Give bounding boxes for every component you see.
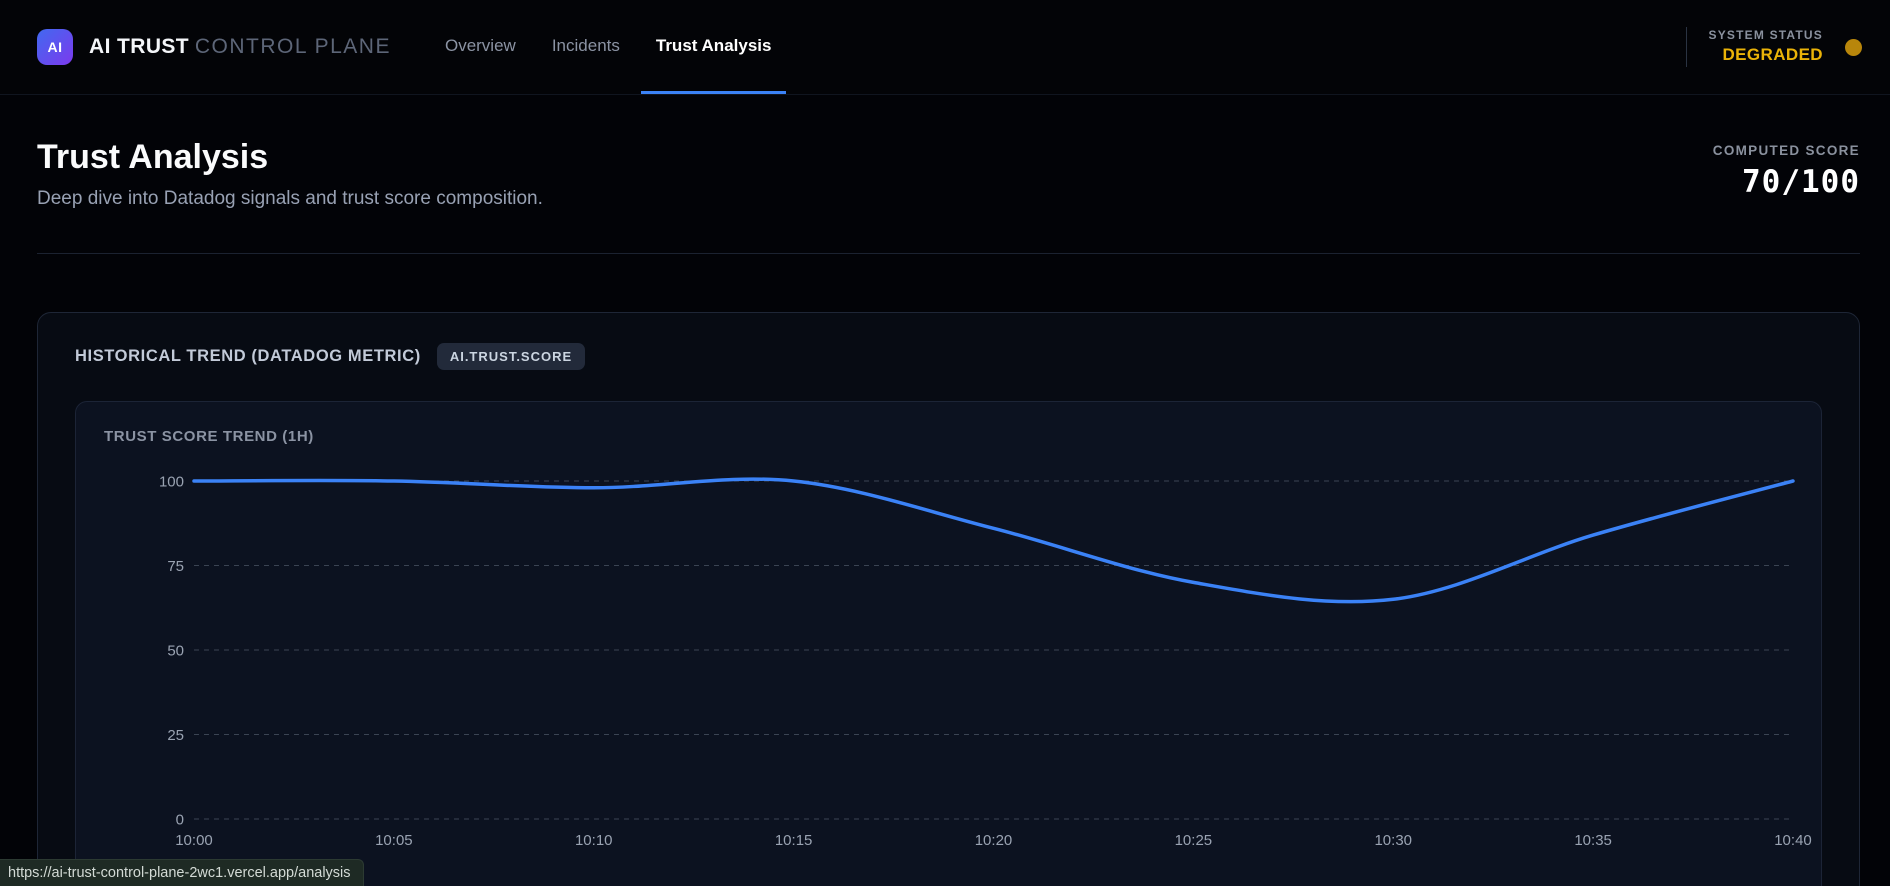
x-axis-tick-10:20: 10:20	[975, 832, 1013, 849]
x-axis-tick-10:10: 10:10	[575, 832, 613, 849]
brand-title-bold: AI TRUST	[89, 35, 190, 58]
page-header-row: Trust Analysis Deep dive into Datadog si…	[37, 137, 1860, 211]
brand-title: AI TRUST CONTROL PLANE	[89, 35, 391, 59]
browser-status-bar: https://ai-trust-control-plane-2wc1.verc…	[0, 859, 364, 886]
status-bar-url: https://ai-trust-control-plane-2wc1.verc…	[8, 865, 351, 881]
page-heading-block: Trust Analysis Deep dive into Datadog si…	[37, 137, 543, 211]
card-title: HISTORICAL TREND (DATADOG METRIC)	[75, 347, 421, 365]
status-dot-icon	[1845, 38, 1862, 56]
y-axis-tick-50: 50	[167, 643, 184, 660]
main-nav: Overview Incidents Trust Analysis	[427, 0, 790, 94]
brand-title-light: CONTROL PLANE	[194, 35, 391, 58]
header-divider	[1685, 27, 1687, 67]
x-axis-tick-10:05: 10:05	[375, 832, 413, 849]
chart-title: TRUST SCORE TREND (1H)	[104, 428, 314, 445]
section-divider	[37, 253, 1860, 254]
x-axis-tick-10:15: 10:15	[775, 832, 813, 849]
card-header: HISTORICAL TREND (DATADOG METRIC) AI.TRU…	[75, 343, 1822, 370]
x-axis-tick-10:35: 10:35	[1574, 832, 1612, 849]
system-status-value: DEGRADED	[1722, 44, 1823, 64]
nav-tab-incidents[interactable]: Incidents	[551, 35, 620, 55]
system-status: SYSTEM STATUS DEGRADED	[1709, 27, 1824, 66]
x-axis-tick-10:00: 10:00	[175, 832, 213, 849]
x-axis-tick-10:40: 10:40	[1774, 832, 1812, 849]
system-status-area: SYSTEM STATUS DEGRADED	[1685, 0, 1862, 94]
y-axis-tick-100: 100	[159, 474, 184, 491]
app-header: AI AI TRUST CONTROL PLANE Overview Incid…	[0, 0, 1890, 95]
x-axis-tick-10:30: 10:30	[1374, 832, 1412, 849]
x-axis-tick-10:25: 10:25	[1175, 832, 1213, 849]
computed-score-label: COMPUTED SCORE	[1712, 143, 1860, 158]
nav-tab-trust-analysis[interactable]: Trust Analysis	[640, 0, 787, 94]
computed-score-value: 70/100	[1742, 164, 1860, 200]
y-axis-tick-0: 0	[176, 812, 184, 829]
page-subtitle: Deep dive into Datadog signals and trust…	[37, 188, 543, 209]
app-logo-icon: AI	[37, 29, 73, 65]
trust-score-line-chart[interactable]: 0 25 50 75 100 10:00 10:05 10:10 10:15 10:20 10:25…	[76, 402, 1816, 886]
main-content: Trust Analysis Deep dive into Datadog si…	[0, 137, 1890, 886]
metric-badge: AI.TRUST.SCORE	[436, 343, 586, 370]
historical-trend-card: HISTORICAL TREND (DATADOG METRIC) AI.TRU…	[37, 312, 1860, 886]
system-status-label: SYSTEM STATUS	[1708, 28, 1823, 43]
brand: AI AI TRUST CONTROL PLANE	[37, 0, 391, 94]
logo-text: AI	[47, 39, 63, 55]
y-axis-tick-25: 25	[167, 727, 184, 744]
computed-score-block: COMPUTED SCORE 70/100	[1713, 137, 1860, 200]
page-title: Trust Analysis	[37, 138, 269, 176]
nav-tab-overview[interactable]: Overview	[444, 35, 516, 55]
trust-score-line-series	[192, 477, 1795, 604]
y-axis-tick-75: 75	[167, 558, 184, 575]
trust-score-trend-panel: TRUST SCORE TREND (1H) 0 25 50 75 100 10:00 10…	[75, 401, 1822, 886]
